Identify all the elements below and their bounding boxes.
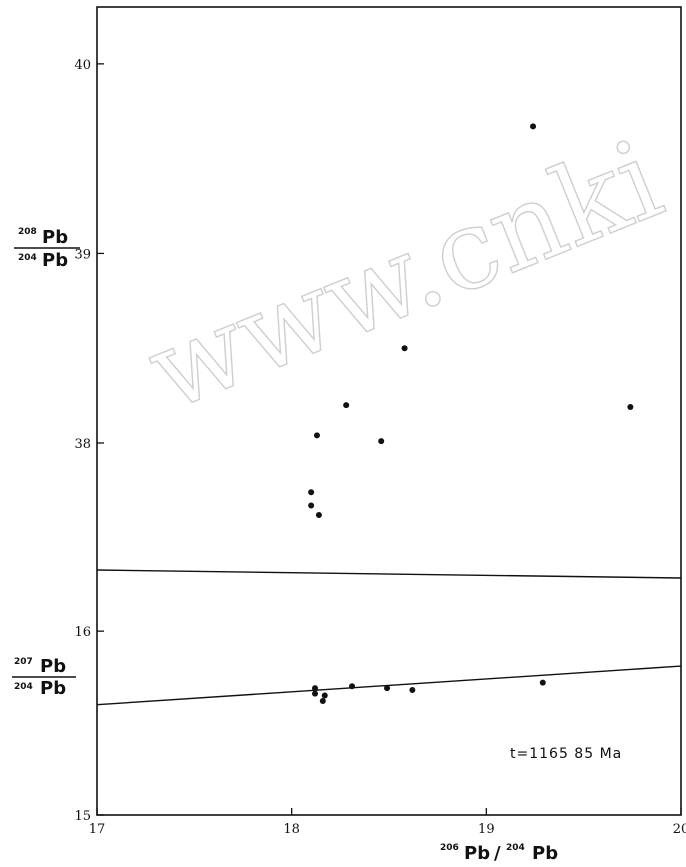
data-point-lower-4: [349, 683, 356, 690]
data-point-lower-2: [321, 692, 328, 699]
data-point-upper-0: [530, 123, 537, 130]
x-tick-label-3: 20: [673, 822, 686, 837]
svg-text:206: 206: [440, 843, 459, 853]
data-point-upper-6: [308, 489, 315, 496]
svg-text:Pb: Pb: [42, 250, 68, 271]
x-tick-label-1: 18: [283, 822, 300, 837]
y-tick-label-0-1: 39: [74, 247, 91, 262]
data-point-upper-7: [308, 502, 315, 509]
data-point-lower-3: [319, 698, 326, 705]
data-point-upper-1: [401, 345, 408, 352]
svg-text:Pb: Pb: [40, 678, 66, 699]
data-point-lower-6: [409, 686, 416, 693]
panel-divider: [96, 569, 682, 579]
data-point-lower-0: [312, 685, 319, 692]
svg-text:207: 207: [14, 657, 33, 667]
y-tick-label-0-0: 38: [74, 437, 91, 452]
svg-text:Pb: Pb: [532, 843, 558, 864]
x-tick-label-2: 19: [478, 822, 495, 837]
lower-y-axis-label: 207 Pb 204 Pb: [12, 656, 76, 699]
y-tick-label-1-0: 15: [74, 809, 91, 824]
x-axis-label: 206 Pb / 204 Pb: [440, 843, 558, 864]
data-point-lower-1: [312, 690, 319, 697]
svg-text:Pb: Pb: [40, 656, 66, 677]
svg-text:Pb: Pb: [464, 843, 490, 864]
data-point-lower-5: [384, 685, 391, 692]
data-point-upper-4: [313, 432, 320, 439]
svg-text:Pb: Pb: [42, 227, 68, 248]
data-point-upper-8: [315, 512, 322, 519]
isochron-fit-line: [96, 665, 682, 706]
data-point-lower-7: [539, 679, 546, 686]
y-tick-label-0-2: 40: [74, 58, 91, 73]
data-point-upper-2: [343, 402, 350, 409]
y-tick-label-1-1: 16: [74, 625, 91, 640]
watermark: www.cnki: [131, 115, 678, 435]
data-point-upper-5: [378, 438, 385, 445]
svg-text:208: 208: [18, 227, 37, 237]
svg-text:/: /: [494, 843, 501, 864]
plot-frame: [96, 6, 682, 816]
svg-text:204: 204: [506, 843, 525, 853]
svg-text:204: 204: [14, 682, 33, 692]
x-tick-label-0: 17: [89, 822, 106, 837]
chart-marks: 38 39 40 15 16 17 18 19 20: [74, 58, 686, 837]
upper-y-axis-label: 208 Pb 204 Pb: [14, 227, 80, 271]
age-annotation: t=1165 85 Ma: [510, 746, 622, 762]
svg-text:204: 204: [18, 253, 37, 263]
data-point-upper-3: [627, 403, 634, 410]
